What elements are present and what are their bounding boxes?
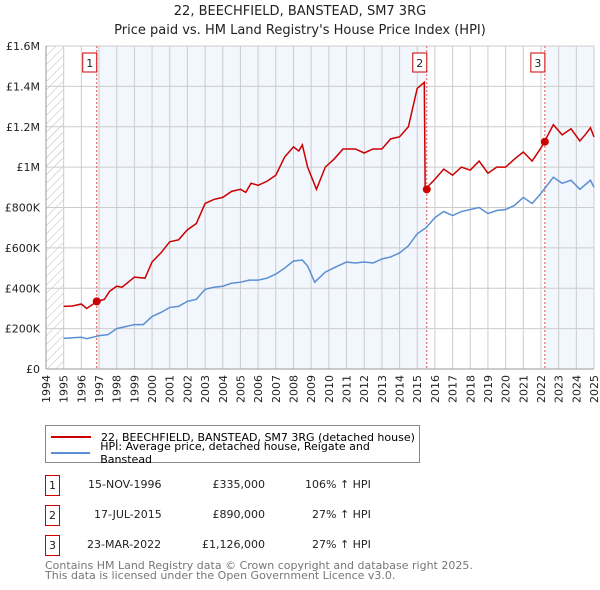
sale-date: 17-JUL-2015 xyxy=(94,508,162,521)
x-tick-label: 2023 xyxy=(553,375,566,403)
price-chart: 1994 1995 1996 1997 1998 1999 2000 2001 2002 2003… xyxy=(5,40,600,403)
x-tick-label: 2012 xyxy=(358,375,371,403)
x-tick-label: 2007 xyxy=(270,375,283,403)
x-tick-label: 2020 xyxy=(500,375,513,403)
x-tick-label: 1997 xyxy=(93,375,106,403)
x-tick-label: 2000 xyxy=(146,375,159,403)
x-tick-label: 2001 xyxy=(164,375,177,403)
footer-copyright: Contains HM Land Registry data © Crown c… xyxy=(45,559,473,572)
sale-badge: 3 xyxy=(45,535,60,556)
x-tick-label: 2021 xyxy=(517,375,530,403)
sale-hpi: 27% ↑ HPI xyxy=(312,538,371,551)
x-tick-label: 2013 xyxy=(376,375,389,403)
y-tick-label: £1M xyxy=(17,161,41,174)
x-tick-label: 2018 xyxy=(464,375,477,403)
sale-point xyxy=(92,297,101,306)
y-tick-label: £1.6M xyxy=(6,40,40,53)
sale-marker-label: 3 xyxy=(534,57,541,70)
x-tick-label: 2003 xyxy=(199,375,212,403)
x-tick-label: 2014 xyxy=(394,375,407,403)
sale-marker-label: 2 xyxy=(416,57,423,70)
sale-marker-box xyxy=(530,52,546,73)
series-line xyxy=(63,80,595,310)
x-tick-label: 2009 xyxy=(305,375,318,403)
legend-blue-line xyxy=(51,452,91,454)
x-tick-label: 2005 xyxy=(234,375,247,403)
chart-subtitle: Price paid vs. HM Land Registry's House … xyxy=(114,23,486,38)
x-tick-label: 2017 xyxy=(447,375,460,403)
x-tick-label: 2006 xyxy=(252,375,265,403)
legend-red-label: 22, BEECHFIELD, BANSTEAD, SM7 3RG (detac… xyxy=(101,430,415,444)
x-tick-label: 2016 xyxy=(429,375,442,403)
sale-marker-box xyxy=(412,52,428,73)
x-tick-label: 1995 xyxy=(58,375,71,403)
x-tick-label: 2019 xyxy=(482,375,495,403)
x-tick-label: 1996 xyxy=(75,375,88,403)
x-tick-label: 2011 xyxy=(341,375,354,403)
series-line xyxy=(63,176,595,340)
y-tick-label: £0 xyxy=(26,363,40,376)
x-tick-label: 2004 xyxy=(217,375,230,403)
y-tick-label: £200K xyxy=(5,323,41,336)
x-tick-label: 2025 xyxy=(588,375,600,403)
sale-marker-label: 1 xyxy=(86,57,93,70)
y-tick-label: £400K xyxy=(5,282,41,295)
y-tick-label: £600K xyxy=(5,242,41,255)
x-tick-label: 2022 xyxy=(535,375,548,403)
y-tick-label: £800K xyxy=(5,202,41,215)
y-tick-label: £1.2M xyxy=(6,121,40,134)
sale-hpi: 27% ↑ HPI xyxy=(312,508,371,521)
legend: 22, BEECHFIELD, BANSTEAD, SM7 3RG (detac… xyxy=(45,425,420,466)
sale-point xyxy=(422,185,431,194)
sale-price: £335,000 xyxy=(212,478,266,491)
y-tick-label: £1.4M xyxy=(6,80,40,93)
sale-point xyxy=(540,137,549,146)
sale-badge: 2 xyxy=(45,505,60,526)
footer-licence: This data is licensed under the Open Gov… xyxy=(45,569,396,582)
x-tick-label: 1994 xyxy=(40,375,53,403)
chart-title: 22, BEECHFIELD, BANSTEAD, SM7 3RG xyxy=(173,4,427,19)
sale-price: £890,000 xyxy=(212,508,266,521)
x-tick-label: 2024 xyxy=(570,375,583,403)
x-tick-label: 1998 xyxy=(111,375,124,403)
sale-price: £1,126,000 xyxy=(202,538,265,551)
legend-blue-label: HPI: Average price, detached house, Reig… xyxy=(100,440,370,466)
legend-red-line xyxy=(51,436,91,438)
x-tick-label: 2008 xyxy=(287,375,300,403)
sale-date: 15-NOV-1996 xyxy=(88,478,162,491)
x-tick-label: 2010 xyxy=(323,375,336,403)
sale-marker-box xyxy=(82,52,98,73)
x-tick-label: 1999 xyxy=(128,375,141,403)
sale-hpi: 106% ↑ HPI xyxy=(305,478,371,491)
x-tick-label: 2002 xyxy=(181,375,194,403)
x-tick-label: 2015 xyxy=(411,375,424,403)
sale-date: 23-MAR-2022 xyxy=(87,538,162,551)
sale-badge: 1 xyxy=(45,475,60,496)
